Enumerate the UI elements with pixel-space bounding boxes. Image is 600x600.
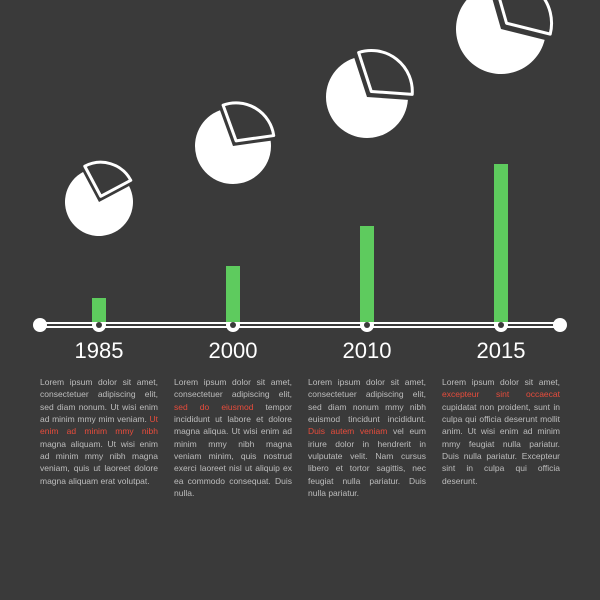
year-label: 2015 bbox=[442, 338, 560, 364]
growth-bar bbox=[226, 266, 240, 322]
timeline-column: 1985 Lorem ipsum dolor sit amet, consecte… bbox=[40, 0, 158, 600]
description-text: Lorem ipsum dolor sit amet, consectetuer… bbox=[174, 376, 292, 499]
year-label: 1985 bbox=[40, 338, 158, 364]
infographic-stage: 1985 Lorem ipsum dolor sit amet, consecte… bbox=[40, 0, 560, 600]
timeline-column: 2010 Lorem ipsum dolor sit amet, consecte… bbox=[308, 0, 426, 600]
pie-icon bbox=[312, 42, 422, 157]
growth-bar bbox=[92, 298, 106, 322]
timeline-column: 2000 Lorem ipsum dolor sit amet, consecte… bbox=[174, 0, 292, 600]
description-text: Lorem ipsum dolor sit amet, consectetuer… bbox=[308, 376, 426, 499]
growth-bar bbox=[360, 226, 374, 322]
growth-bar bbox=[494, 164, 508, 322]
year-label: 2010 bbox=[308, 338, 426, 364]
description-text: Lorem ipsum dolor sit amet, consectetuer… bbox=[40, 376, 158, 487]
pie-icon bbox=[51, 154, 147, 255]
columns: 1985 Lorem ipsum dolor sit amet, consecte… bbox=[40, 0, 560, 600]
pie-icon bbox=[181, 94, 285, 203]
pie-icon bbox=[442, 0, 560, 93]
timeline-column: 2015 Lorem ipsum dolor sit amet, excepteu… bbox=[442, 0, 560, 600]
description-text: Lorem ipsum dolor sit amet, excepteur si… bbox=[442, 376, 560, 487]
year-label: 2000 bbox=[174, 338, 292, 364]
